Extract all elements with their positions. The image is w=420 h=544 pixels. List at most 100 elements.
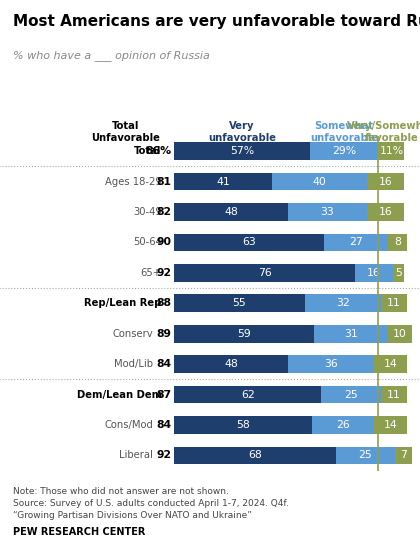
Text: unfavorable: unfavorable	[208, 133, 276, 143]
Bar	[174, 233, 324, 251]
Text: Ages 18-29: Ages 18-29	[105, 177, 162, 187]
Bar	[174, 143, 310, 160]
Bar	[174, 325, 314, 343]
Text: 63: 63	[242, 237, 256, 248]
Text: 84: 84	[156, 359, 171, 369]
Text: 11%: 11%	[379, 146, 404, 156]
Bar	[174, 203, 288, 221]
Text: Liberal: Liberal	[119, 450, 153, 460]
Text: 92: 92	[156, 450, 171, 460]
Text: PEW RESEARCH CENTER: PEW RESEARCH CENTER	[13, 528, 145, 537]
Text: 5: 5	[395, 268, 402, 278]
Text: 50-64: 50-64	[133, 237, 162, 248]
Text: 25: 25	[344, 390, 358, 399]
Text: Mod/Lib: Mod/Lib	[114, 359, 153, 369]
Text: 59: 59	[237, 329, 251, 339]
Text: 8: 8	[394, 237, 401, 248]
Text: unfavorable: unfavorable	[310, 133, 378, 143]
Text: Dem/Lean Dem: Dem/Lean Dem	[76, 390, 162, 399]
Text: 62: 62	[241, 390, 255, 399]
Bar	[367, 173, 404, 190]
Text: 16: 16	[367, 268, 381, 278]
Bar	[378, 143, 404, 160]
Text: 41: 41	[216, 177, 230, 187]
Text: 86%: 86%	[145, 146, 171, 156]
Bar	[388, 233, 407, 251]
Text: 76: 76	[257, 268, 271, 278]
Text: 88: 88	[156, 298, 171, 308]
Bar	[272, 173, 367, 190]
Bar	[310, 143, 378, 160]
Text: 84: 84	[156, 420, 171, 430]
Text: 14: 14	[383, 420, 397, 430]
Text: 81: 81	[156, 177, 171, 187]
Text: 29%: 29%	[332, 146, 356, 156]
Bar	[374, 416, 407, 434]
Text: 14: 14	[383, 359, 397, 369]
Bar	[381, 386, 407, 403]
Text: 89: 89	[156, 329, 171, 339]
Text: 11: 11	[387, 390, 401, 399]
Text: Most Americans are very unfavorable toward Russia: Most Americans are very unfavorable towa…	[13, 14, 420, 29]
Text: 36: 36	[324, 359, 338, 369]
Bar	[174, 416, 312, 434]
Text: 30-49: 30-49	[133, 207, 162, 217]
Text: Cons/Mod: Cons/Mod	[105, 420, 153, 430]
Text: 92: 92	[156, 268, 171, 278]
Text: Very: Very	[229, 121, 255, 131]
Text: Note: Those who did not answer are not shown.: Note: Those who did not answer are not s…	[13, 487, 228, 496]
Bar	[381, 294, 407, 312]
Text: favorable: favorable	[365, 133, 418, 143]
Bar	[174, 386, 321, 403]
Text: 48: 48	[224, 207, 238, 217]
Text: 65+: 65+	[141, 268, 162, 278]
Text: 40: 40	[312, 177, 326, 187]
Text: 16: 16	[378, 207, 392, 217]
Bar	[288, 355, 374, 373]
Text: 87: 87	[156, 390, 171, 399]
Bar	[388, 325, 412, 343]
Bar	[374, 355, 407, 373]
Bar	[354, 264, 393, 282]
Bar	[312, 416, 374, 434]
Text: Very/Somewhat: Very/Somewhat	[347, 121, 420, 131]
Text: 32: 32	[336, 298, 350, 308]
Bar	[324, 233, 388, 251]
Text: Rep/Lean Rep: Rep/Lean Rep	[84, 298, 162, 308]
Text: Total: Total	[134, 146, 162, 156]
Bar	[321, 386, 381, 403]
Bar	[174, 447, 336, 464]
Text: 48: 48	[224, 359, 238, 369]
Text: 31: 31	[344, 329, 358, 339]
Text: 58: 58	[236, 420, 250, 430]
Bar	[336, 447, 395, 464]
Text: 90: 90	[156, 237, 171, 248]
Text: 33: 33	[320, 207, 334, 217]
Text: 82: 82	[156, 207, 171, 217]
Text: 16: 16	[378, 177, 392, 187]
Bar	[393, 264, 404, 282]
Bar	[174, 173, 272, 190]
Text: Conserv: Conserv	[113, 329, 153, 339]
Bar	[314, 325, 388, 343]
Text: 27: 27	[349, 237, 363, 248]
Text: 10: 10	[393, 329, 407, 339]
Text: Somewhat: Somewhat	[315, 121, 373, 131]
Text: 55: 55	[233, 298, 247, 308]
Bar	[174, 294, 305, 312]
Bar	[367, 203, 404, 221]
Text: 68: 68	[248, 450, 262, 460]
Bar	[395, 447, 412, 464]
Text: 57%: 57%	[230, 146, 254, 156]
Bar	[174, 264, 354, 282]
Text: 11: 11	[387, 298, 401, 308]
Text: “Growing Partisan Divisions Over NATO and Ukraine”: “Growing Partisan Divisions Over NATO an…	[13, 511, 252, 520]
Text: Source: Survey of U.S. adults conducted April 1-7, 2024. Q4f.: Source: Survey of U.S. adults conducted …	[13, 499, 289, 508]
Bar	[305, 294, 381, 312]
Text: 7: 7	[400, 450, 407, 460]
Text: % who have a ___ opinion of Russia: % who have a ___ opinion of Russia	[13, 50, 210, 61]
Bar	[288, 203, 367, 221]
Text: Unfavorable: Unfavorable	[92, 133, 160, 143]
Text: 25: 25	[358, 450, 372, 460]
Text: Total: Total	[112, 121, 140, 131]
